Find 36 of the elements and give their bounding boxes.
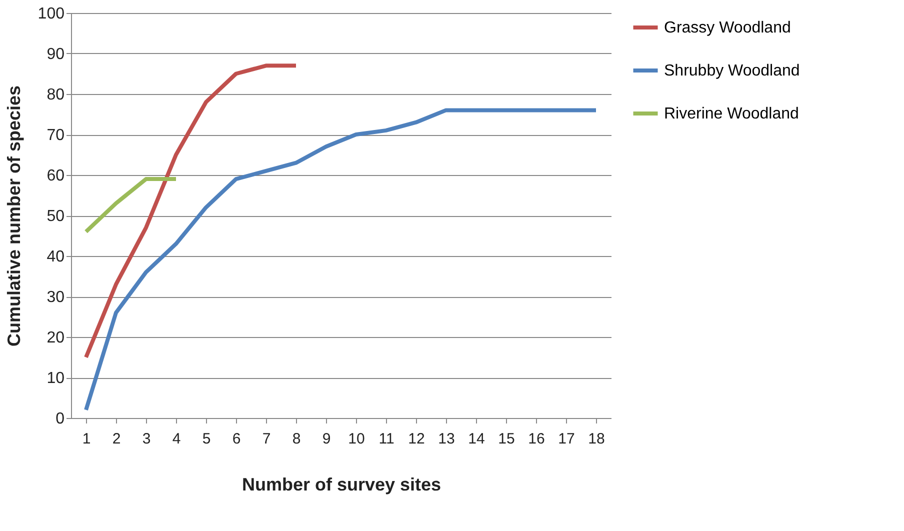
line-series	[84, 108, 598, 412]
x-tick-label: 2	[112, 430, 121, 448]
x-axis-title: Number of survey sites	[242, 474, 442, 494]
y-tick-label: 40	[46, 248, 65, 266]
legend-label: Shrubby Woodland	[664, 62, 800, 80]
x-tick-label: 12	[408, 430, 425, 448]
x-tick-label: 17	[558, 430, 575, 448]
x-tick-label: 4	[172, 430, 181, 448]
legend-label: Riverine Woodland	[664, 106, 799, 122]
x-tick-label: 16	[528, 430, 545, 448]
y-tick-label: 90	[46, 46, 65, 63]
x-tick-label: 8	[292, 430, 301, 448]
line-series	[84, 64, 298, 360]
x-tick-label: 18	[588, 430, 605, 448]
y-tick-label: 20	[46, 330, 65, 346]
legend-label: Grassy Woodland	[664, 20, 791, 36]
y-tick-label: 30	[46, 289, 65, 306]
y-tick-label: 70	[46, 127, 65, 144]
x-tick-label: 11	[378, 430, 394, 448]
y-tick-label: 60	[46, 168, 65, 184]
y-tick-label: 80	[46, 86, 65, 104]
y-tick-label: 10	[46, 370, 65, 387]
x-tick-label: 14	[468, 430, 485, 448]
y-axis-title: Cumulative number of species	[4, 85, 24, 347]
x-tick-label: 10	[348, 430, 365, 448]
x-tick-label: 13	[438, 430, 455, 448]
y-tick-label: 100	[38, 6, 65, 22]
x-tick-label: 15	[498, 430, 515, 448]
x-tick-label: 7	[262, 430, 271, 448]
y-tick-label: 0	[56, 410, 65, 428]
x-tick-label: 5	[202, 430, 211, 448]
y-tick-label: 50	[46, 208, 65, 225]
x-tick-label: 1	[82, 430, 91, 448]
x-tick-label: 9	[322, 430, 331, 448]
x-tick-label: 3	[142, 430, 151, 448]
x-tick-label: 6	[232, 430, 241, 448]
